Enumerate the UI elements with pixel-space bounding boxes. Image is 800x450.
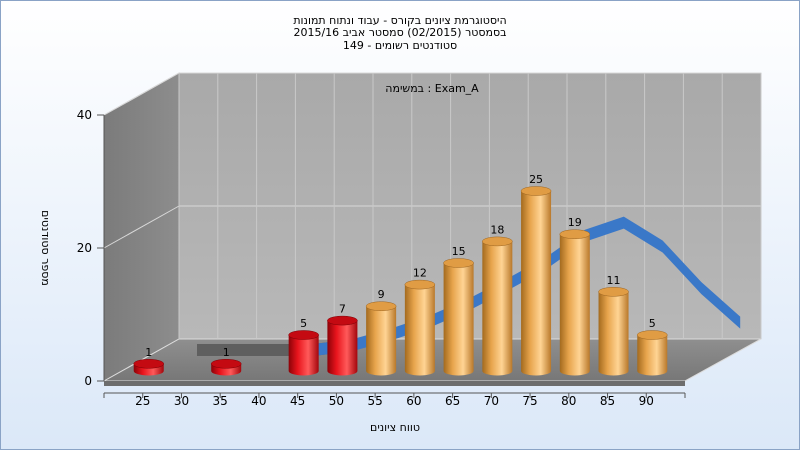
x-tick-label: 65 [445,394,460,408]
bar-data-label: 7 [339,303,346,316]
x-tick-label: 30 [174,394,189,408]
gridline-left [103,205,180,249]
bar [559,229,591,376]
bar [482,236,513,376]
bar-data-label: 9 [378,288,385,301]
x-tick-label: 85 [600,394,615,408]
x-tick-label: 90 [639,394,654,408]
x-tick-label: 70 [484,394,499,408]
bar-data-label: 5 [300,317,307,330]
chart-title-line-2: בסמסטר (02/2015) סמסטר אביב 2015/16 [293,26,507,39]
inner-label: במשימה : Exam_A [385,82,479,95]
bar [404,279,436,376]
bar [133,359,164,376]
bar-data-label: 1 [145,346,152,359]
bar-data-label: 25 [529,173,543,186]
x-tick-label: 35 [213,394,228,408]
x-tick-label: 80 [561,394,576,408]
bar [288,330,319,376]
x-tick-label: 60 [406,394,421,408]
bar [598,287,629,376]
bar-data-label: 11 [607,274,621,287]
x-tick-label: 40 [251,394,266,408]
bar [365,301,397,376]
bar-data-label: 12 [413,267,427,280]
y-axis-ticks: 0 20 40 [77,108,104,388]
x-axis-ticks: 25 30 35 40 45 50 55 60 65 70 75 80 85 90 [103,393,686,408]
bar-data-label: 18 [490,223,504,236]
x-tick-label: 50 [329,394,344,408]
bar [637,330,668,376]
bar [443,258,474,376]
y-axis-label: מספר סטודנטים [39,210,52,286]
bar [210,359,242,376]
x-tick-label: 25 [135,394,150,408]
y-tick-label: 40 [77,108,92,122]
bar-data-label: 19 [568,216,582,229]
gridline-left [103,72,180,116]
x-tick-label: 55 [367,394,382,408]
bar-data-label: 1 [223,346,230,359]
x-tick-label: 45 [290,394,305,408]
bar-data-label: 15 [452,245,466,258]
bar [520,186,552,376]
bar [327,315,358,376]
floor-front-edge [104,381,685,386]
x-tick-label: 75 [522,394,537,408]
y-tick-label: 0 [84,374,92,388]
chart-title-line-3: סטודנטים רשומים - 149 [342,39,458,52]
x-axis-label: טווח ציונים [370,421,420,434]
chart-title-line-1: היסטוגרמת ציונים בקורס - עבוד ונתוח תמונ… [293,14,507,27]
y-tick-label: 20 [77,241,92,255]
bar-data-label: 5 [649,317,656,330]
